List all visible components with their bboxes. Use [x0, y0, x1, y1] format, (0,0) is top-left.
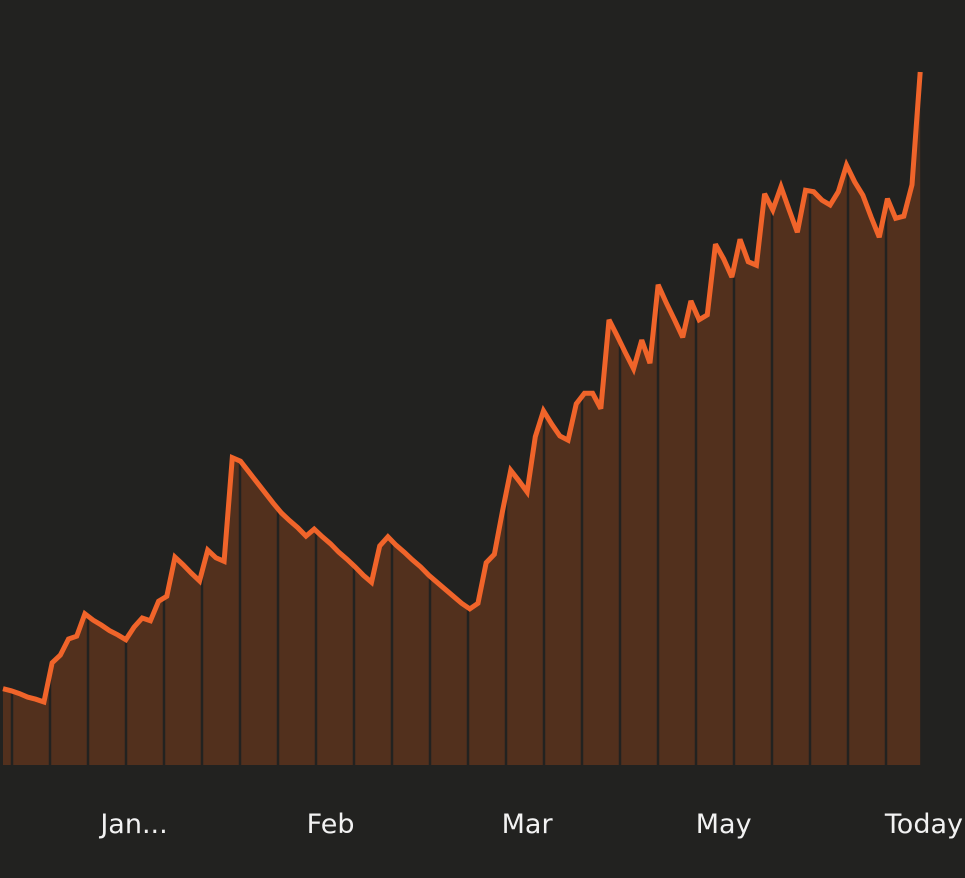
x-tick-label: May [696, 809, 752, 840]
x-tick-label: Jan... [98, 809, 167, 840]
x-tick-label: Today [884, 809, 963, 840]
area-fill [3, 72, 921, 765]
x-tick-label: Feb [307, 809, 355, 840]
line [2, 71, 923, 706]
x-tick-label: Mar [502, 809, 554, 840]
